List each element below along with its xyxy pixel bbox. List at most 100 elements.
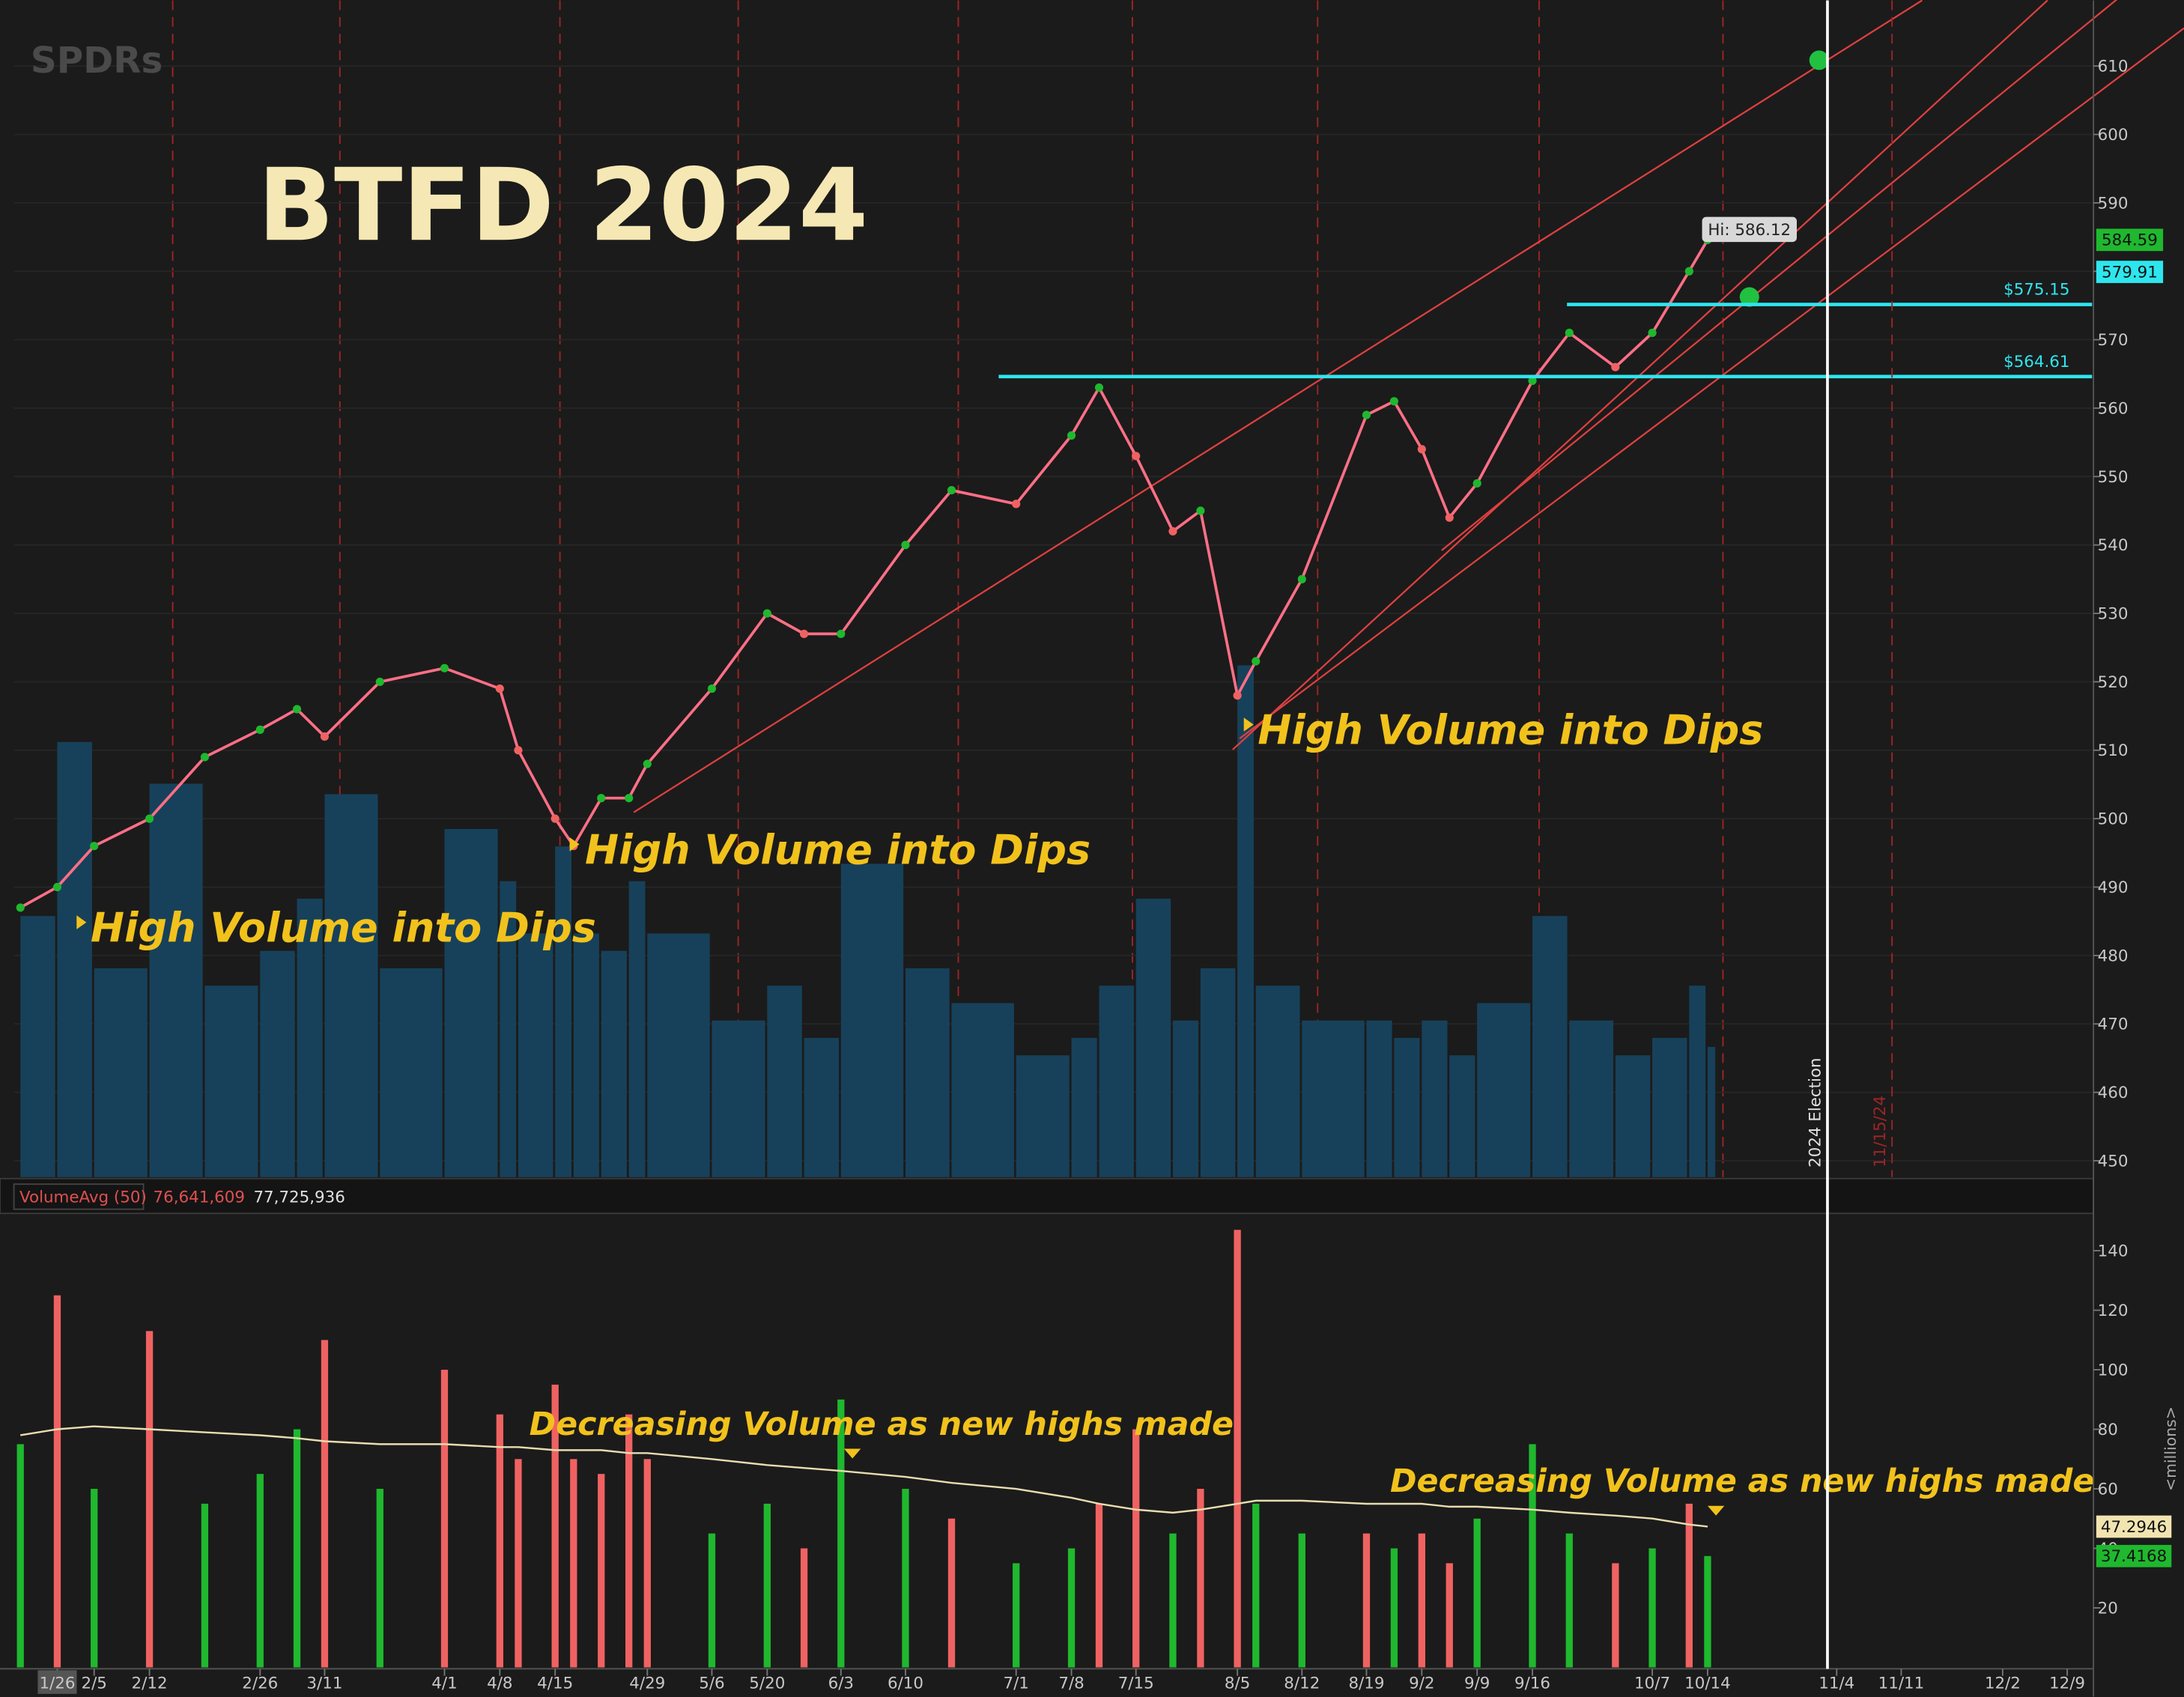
volume-shade bbox=[204, 986, 258, 1177]
x-tick-label: 3/11 bbox=[306, 1674, 342, 1693]
volume-bar bbox=[763, 1503, 771, 1668]
y-tick-label: 60 bbox=[2098, 1480, 2118, 1499]
price-point bbox=[762, 609, 771, 618]
y-tick-label: 510 bbox=[2098, 741, 2129, 760]
volume-shade bbox=[1255, 986, 1300, 1177]
high-label: Hi: 586.12 bbox=[1708, 221, 1791, 240]
last-value-box bbox=[2096, 1515, 2172, 1538]
y-axis-label: <millions> bbox=[2162, 1406, 2180, 1491]
y-tick-label: 490 bbox=[2098, 878, 2129, 897]
volume-bar bbox=[1418, 1533, 1425, 1668]
price-point bbox=[1168, 526, 1177, 536]
volume-shade bbox=[1135, 898, 1171, 1177]
x-tick-label: 2/5 bbox=[81, 1674, 106, 1693]
price-point bbox=[52, 882, 62, 892]
volume-bar bbox=[145, 1331, 154, 1668]
annotation: High Volume into Dips bbox=[585, 826, 1091, 873]
event-label: 2024 Election bbox=[1807, 1057, 1825, 1167]
volume-shade bbox=[57, 741, 92, 1177]
volume-bar bbox=[643, 1459, 651, 1668]
volume-shade bbox=[1237, 665, 1254, 1177]
price-point bbox=[1389, 397, 1398, 406]
price-point bbox=[597, 794, 606, 803]
x-tick-label: 8/12 bbox=[1284, 1674, 1320, 1693]
high-box bbox=[1702, 216, 1798, 243]
volume-bar bbox=[1067, 1548, 1076, 1668]
volume-bar bbox=[515, 1459, 522, 1668]
volume-shade bbox=[1394, 1037, 1420, 1177]
price-point bbox=[1094, 383, 1104, 392]
annotation: High Volume into Dips bbox=[1258, 707, 1763, 754]
volume-shade bbox=[1449, 1055, 1475, 1177]
x-tick-label: 4/29 bbox=[629, 1674, 665, 1693]
x-tick-label: 10/14 bbox=[1684, 1674, 1731, 1693]
session-lines bbox=[172, 0, 1724, 1177]
price-point bbox=[799, 629, 809, 639]
x-tick-label: 9/2 bbox=[1409, 1674, 1434, 1693]
volume-bar bbox=[1565, 1533, 1573, 1668]
price-marker-label: 584.59 bbox=[2102, 231, 2158, 250]
volume-bar bbox=[1390, 1548, 1398, 1668]
x-tick-label: 4/1 bbox=[431, 1674, 457, 1693]
volume-bar bbox=[570, 1459, 577, 1668]
price-point bbox=[145, 814, 154, 823]
x-tick-label: 11/4 bbox=[1819, 1674, 1854, 1693]
current-date-box bbox=[37, 1670, 77, 1694]
volume-bar bbox=[902, 1489, 909, 1668]
volume-average bbox=[19, 1425, 1708, 1528]
volume-shade bbox=[647, 933, 710, 1177]
y-tick-label: 120 bbox=[2098, 1302, 2129, 1320]
price-marker bbox=[2096, 228, 2164, 252]
x-tick-label: 11/11 bbox=[1878, 1674, 1925, 1693]
panel-header bbox=[0, 1177, 2095, 1215]
volume-bar bbox=[1234, 1230, 1241, 1668]
volume-bar bbox=[1132, 1429, 1140, 1668]
y-tick-label: 520 bbox=[2098, 673, 2129, 692]
annotation: Decreasing Volume as new highs made bbox=[1390, 1463, 2094, 1500]
price-point bbox=[1472, 479, 1481, 488]
volume-shade bbox=[555, 846, 572, 1177]
volume-shade bbox=[518, 933, 553, 1177]
event-label: 11/15/24 bbox=[1871, 1096, 1890, 1168]
volume-bar bbox=[708, 1533, 716, 1668]
y-tick-label: 550 bbox=[2098, 468, 2129, 487]
price-point bbox=[1528, 376, 1537, 386]
volume-bar bbox=[947, 1518, 956, 1668]
volume-bar bbox=[293, 1429, 301, 1668]
y-tick-label: 80 bbox=[2098, 1421, 2118, 1439]
price-point bbox=[1445, 513, 1454, 522]
x-tick-label: 1/26 bbox=[39, 1674, 75, 1693]
level-label: $575.15 bbox=[2003, 281, 2069, 300]
volume-shade bbox=[1689, 986, 1706, 1177]
annotation: High Volume into Dips bbox=[91, 905, 596, 952]
volume-shade bbox=[1200, 968, 1236, 1177]
volume-bar bbox=[91, 1489, 98, 1668]
target-dot bbox=[1809, 50, 1829, 70]
annotation: Decreasing Volume as new highs made bbox=[530, 1406, 1234, 1443]
price-point bbox=[1611, 362, 1620, 371]
price-point bbox=[495, 684, 504, 693]
volume-bar bbox=[625, 1414, 633, 1668]
price-point bbox=[1648, 328, 1657, 338]
volume-shade bbox=[380, 968, 443, 1177]
x-tick-label: 8/5 bbox=[1225, 1674, 1250, 1693]
volume-shade bbox=[1477, 1003, 1531, 1177]
volume-bar bbox=[598, 1474, 605, 1668]
x-tick-label: 5/6 bbox=[699, 1674, 724, 1693]
x-tick-label: 6/10 bbox=[888, 1674, 923, 1693]
price-point bbox=[1132, 452, 1141, 461]
y-tick-label: 540 bbox=[2098, 536, 2129, 555]
volume-bar bbox=[1529, 1444, 1536, 1668]
x-tick-label: 4/15 bbox=[537, 1674, 573, 1693]
volume-bar bbox=[1252, 1503, 1260, 1668]
volume-bar bbox=[496, 1414, 503, 1668]
volume-bar bbox=[1704, 1555, 1711, 1668]
volume-bar bbox=[551, 1384, 559, 1668]
volume-shade bbox=[500, 881, 517, 1177]
volume-shade bbox=[905, 968, 950, 1177]
y-tick-label: 570 bbox=[2098, 331, 2129, 350]
price-point bbox=[1067, 431, 1076, 440]
volume-bar bbox=[1095, 1503, 1103, 1668]
x-tick-label: 7/15 bbox=[1118, 1674, 1154, 1693]
